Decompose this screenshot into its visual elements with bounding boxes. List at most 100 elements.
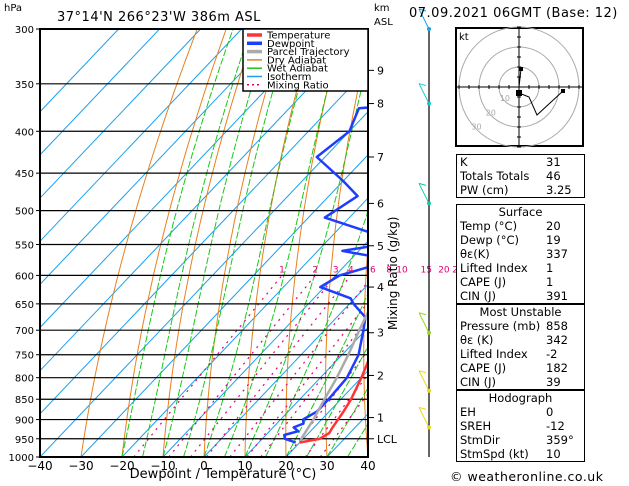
dry-adiabat-line: [401, 29, 430, 457]
temperature-tick-label: −10: [150, 459, 175, 473]
pressure-axis: 300 350 400 450 500 550 600 650 700 750 800 850 900 9…: [9, 25, 40, 464]
hodograph-unit: kt: [459, 32, 469, 43]
legend-label: Parcel Trajectory: [267, 47, 350, 58]
isotherm-line: [80, 154, 368, 457]
wind-barb-staff: [418, 312, 430, 333]
mixing-ratio-label: 2: [312, 265, 318, 275]
index-row-totals: Totals Totals 46: [460, 169, 561, 183]
parcel-trajectory-profile: [298, 309, 368, 443]
index-row-pw: PW (cm) 3.25: [460, 183, 572, 197]
height-tick-label: 2: [377, 369, 384, 382]
wind-barb-flag: [418, 406, 427, 410]
pressure-tick-label: 650: [15, 300, 34, 311]
hodograph-ring-label: 20: [486, 108, 496, 117]
isotherm-line: [40, 111, 368, 457]
surface-title: Surface: [498, 205, 543, 219]
height-tick-label: 7: [377, 151, 384, 164]
location-title: 37°14'N 266°23'W 386m ASL: [57, 10, 261, 25]
isotherm-line: [162, 240, 368, 457]
hodograph-title: Hodograph: [488, 391, 553, 405]
mixing-ratio-line: [190, 275, 337, 457]
temperature-tick-label: −40: [27, 459, 52, 473]
most-unstable-title: Most Unstable: [479, 305, 562, 319]
height-tick-label: 4: [377, 281, 384, 294]
legend-label: Dewpoint: [267, 39, 315, 50]
isotherm-line: [40, 29, 365, 372]
legend-label: Wet Adiabat: [267, 64, 328, 75]
hodograph-ring-label: 10: [500, 94, 510, 103]
wet-adiabat-line: [183, 29, 292, 457]
pressure-tick-label: 750: [15, 351, 34, 362]
legend-label: Mixing Ratio: [267, 80, 329, 91]
isotherm-line: [40, 29, 119, 113]
pressure-unit-label: hPa: [4, 3, 23, 14]
temperature-profile: [299, 358, 368, 444]
indices-block-most-unstable: Most Unstable Pressure (mb) 858 θε (K) 342…: [456, 304, 585, 390]
mixing-ratio-label: 20: [438, 265, 450, 275]
wind-barbs: [418, 8, 431, 430]
height-tick-label: 3: [377, 327, 384, 340]
isotherm-line: [285, 369, 368, 457]
wind-barb-staff: [418, 8, 430, 30]
height-tick-label: 5: [377, 240, 384, 253]
wind-barb-flag: [418, 8, 427, 12]
pressure-tick-label: 700: [15, 326, 34, 337]
mixing-ratio-label: 15: [420, 265, 431, 275]
height-tick-label: LCL: [377, 433, 398, 446]
temperature-tick-label: 20: [278, 459, 293, 473]
temperature-tick-label: 30: [319, 459, 334, 473]
wind-barb-flag: [418, 83, 427, 87]
wind-barb-flag: [418, 182, 427, 186]
wind-barb-staff: [418, 183, 430, 204]
height-tick-label: 1: [377, 412, 384, 425]
height-axis: 9 8 7 6 5 4 3 2 1 LCL: [368, 64, 398, 446]
wind-barb-staff: [418, 83, 430, 104]
mixing-ratio-labels: 12346810152025: [279, 265, 464, 275]
legend-label: Temperature: [266, 31, 330, 42]
isotherm-line: [244, 326, 368, 457]
mixing-ratio-axis-label: Mixing Ratio (g/kg): [386, 217, 400, 330]
plot-frame: [39, 28, 369, 458]
mixing-ratio-line: [229, 280, 368, 457]
x-axis-label: Dewpoint / Temperature (°C): [130, 467, 317, 482]
mixing-ratio-label: 8: [386, 265, 392, 275]
datetime-title: 07.09.2021 06GMT (Base: 12): [409, 6, 618, 21]
copyright-footer: © weatheronline.co.uk: [450, 469, 604, 484]
pressure-tick-label: 950: [15, 435, 34, 446]
pressure-tick-label: 1000: [9, 453, 34, 464]
temperature-tick-label: −20: [109, 459, 134, 473]
wet-adiabat-line: [285, 292, 368, 457]
indices-block-general: K 31 Totals Totals 46 PW (cm) 3.25: [456, 154, 585, 198]
pressure-tick-label: 600: [15, 271, 34, 282]
wet-adiabat-line: [162, 29, 271, 457]
mixing-ratio-line: [246, 301, 368, 457]
height-tick-label: 8: [377, 98, 384, 111]
legend-label: Isotherm: [267, 72, 311, 83]
temperature-tick-label: 40: [360, 459, 375, 473]
isotherm-line: [40, 29, 283, 286]
dry-adiabat-line: [162, 29, 256, 457]
temperature-tick-label: 10: [237, 459, 252, 473]
wet-adiabat-line: [203, 29, 316, 457]
wet-adiabat-line: [121, 29, 234, 457]
isotherm-line: [121, 197, 368, 457]
asl-label: ASL: [374, 17, 393, 28]
hodograph-point: [561, 89, 565, 93]
isobars: [40, 83, 368, 440]
temperature-tick-label: 0: [200, 459, 208, 473]
pressure-tick-label: 900: [15, 416, 34, 427]
mixing-ratio-label: 6: [370, 265, 376, 275]
isotherm-line: [40, 29, 160, 156]
mixing-ratio-label: 3: [333, 265, 339, 275]
isotherm-line: [40, 29, 324, 329]
indices-block-hodograph: Hodograph EH 0 SREH -12 StmDir 359° StmSpd …: [456, 390, 585, 462]
mixing-ratio-label: 1: [279, 265, 285, 275]
wind-barb-flag: [418, 312, 427, 316]
pressure-tick-label: 300: [15, 25, 34, 36]
isotherm-line: [40, 29, 242, 242]
isotherm-line: [40, 67, 368, 415]
wet-adiabat-line: [306, 345, 368, 457]
temperature-tick-label: −30: [68, 459, 93, 473]
